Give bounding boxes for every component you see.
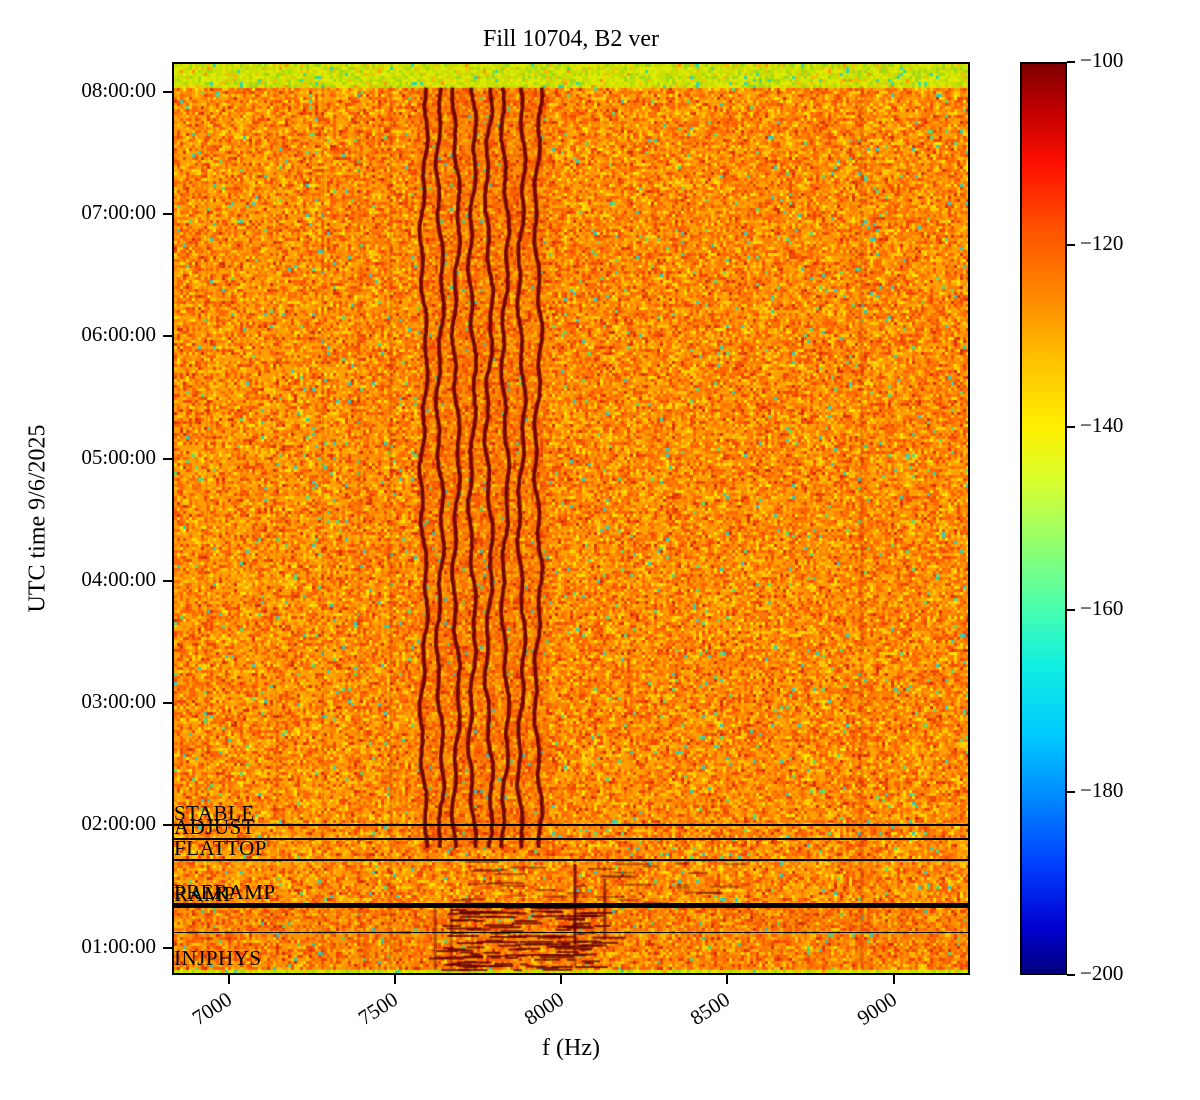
colorbar <box>1020 62 1067 975</box>
x-tick-mark <box>893 975 895 984</box>
colorbar-tick-mark <box>1067 244 1075 246</box>
y-tick-mark <box>163 335 172 337</box>
colorbar-tick-mark <box>1067 974 1075 976</box>
x-tick-mark <box>394 975 396 984</box>
y-tick-mark <box>163 213 172 215</box>
colorbar-tick-mark <box>1067 426 1075 428</box>
y-tick-label: 02:00:00 <box>0 811 156 836</box>
y-tick-mark <box>163 702 172 704</box>
colorbar-tick-label: −160 <box>1080 596 1123 621</box>
beam-mode-label: INJPHYS <box>174 946 262 971</box>
x-tick-mark <box>726 975 728 984</box>
beam-mode-line <box>172 932 970 933</box>
y-tick-mark <box>163 580 172 582</box>
y-tick-label: 06:00:00 <box>0 322 156 347</box>
colorbar-tick-label: −140 <box>1080 413 1123 438</box>
y-tick-label: 03:00:00 <box>0 689 156 714</box>
chart-title: Fill 10704, B2 ver <box>172 26 970 53</box>
y-tick-label: 07:00:00 <box>0 200 156 225</box>
y-tick-label: 08:00:00 <box>0 78 156 103</box>
colorbar-tick-label: −200 <box>1080 961 1123 986</box>
spectrogram-canvas <box>174 64 968 973</box>
y-tick-mark <box>163 91 172 93</box>
colorbar-tick-mark <box>1067 791 1075 793</box>
beam-mode-line <box>172 905 970 908</box>
y-tick-mark <box>163 947 172 949</box>
colorbar-tick-mark <box>1067 609 1075 611</box>
colorbar-tick-label: −100 <box>1080 48 1123 73</box>
y-tick-label: 01:00:00 <box>0 934 156 959</box>
colorbar-tick-label: −180 <box>1080 778 1123 803</box>
beam-mode-label: RAMP <box>174 882 236 907</box>
colorbar-tick-mark <box>1067 61 1075 63</box>
beam-mode-line <box>172 824 970 826</box>
x-tick-mark <box>228 975 230 984</box>
y-tick-label: 04:00:00 <box>0 567 156 592</box>
beam-mode-line <box>172 838 970 840</box>
colorbar-tick-label: −120 <box>1080 231 1123 256</box>
y-tick-label: 05:00:00 <box>0 445 156 470</box>
x-tick-mark <box>560 975 562 984</box>
beam-mode-label: FLATTOP <box>174 836 267 861</box>
y-tick-mark <box>163 458 172 460</box>
y-tick-mark <box>163 824 172 826</box>
beam-mode-line <box>172 859 970 861</box>
spectrogram-figure: Fill 10704, B2 ver UTC time 9/6/2025 f (… <box>0 0 1200 1100</box>
